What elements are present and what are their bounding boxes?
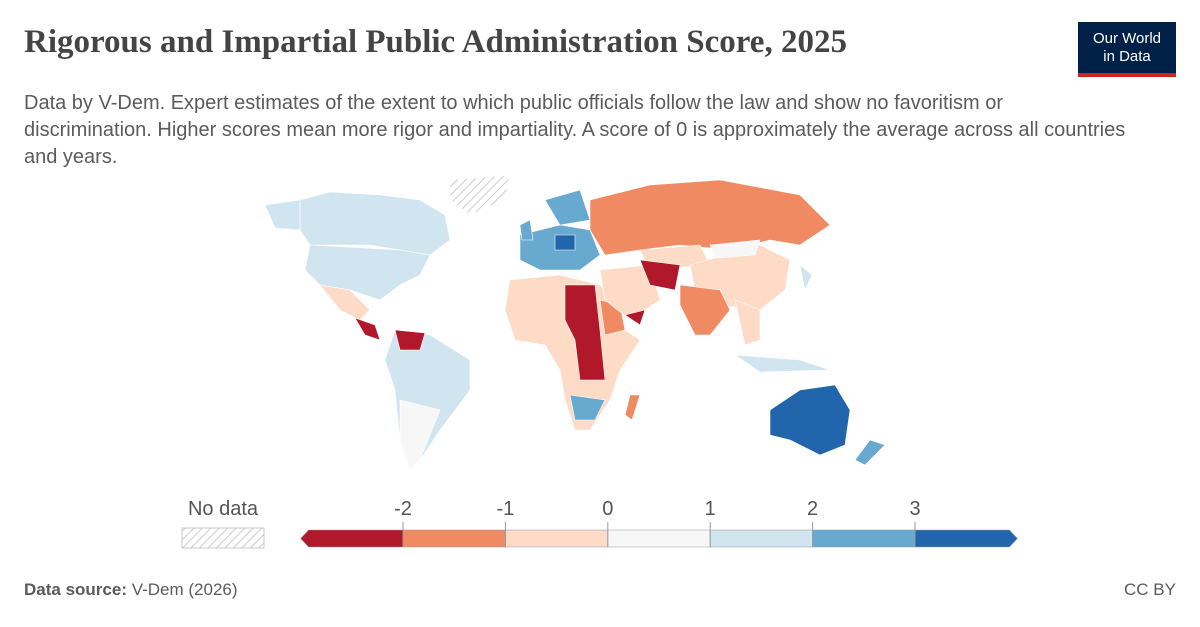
subtitle: Data by V-Dem. Expert estimates of the e… bbox=[24, 92, 1126, 168]
country[interactable] bbox=[564, 284, 606, 381]
country[interactable] bbox=[399, 399, 441, 471]
title: Rigorous and Impartial Public Administra… bbox=[24, 24, 847, 60]
legend-bin bbox=[402, 529, 506, 548]
country[interactable] bbox=[319, 284, 371, 321]
country[interactable] bbox=[264, 199, 301, 231]
legend-bin bbox=[812, 529, 916, 548]
country[interactable] bbox=[554, 234, 576, 251]
country[interactable] bbox=[304, 244, 431, 301]
legend-tick-label: 3 bbox=[909, 498, 920, 520]
country[interactable] bbox=[384, 329, 471, 471]
logo-line: Our World bbox=[1092, 30, 1162, 47]
legend-tick-label: 2 bbox=[807, 498, 818, 520]
logo[interactable]: Our World in Data bbox=[1078, 22, 1176, 77]
legend-bin bbox=[607, 529, 711, 548]
logo-line: in Data bbox=[1103, 48, 1151, 65]
legend-bin bbox=[300, 529, 404, 548]
source-label: Data source: bbox=[24, 580, 127, 599]
country[interactable] bbox=[709, 239, 761, 259]
country[interactable] bbox=[769, 384, 851, 456]
country[interactable] bbox=[854, 439, 886, 466]
country[interactable] bbox=[449, 174, 511, 216]
country[interactable] bbox=[544, 189, 591, 226]
country[interactable] bbox=[624, 309, 646, 326]
country[interactable] bbox=[394, 329, 426, 351]
no-data-swatch bbox=[181, 527, 265, 549]
legend-tick-label: -2 bbox=[394, 498, 412, 520]
country[interactable] bbox=[589, 179, 831, 256]
license[interactable]: CC BY bbox=[1124, 580, 1176, 599]
world-map bbox=[264, 174, 886, 471]
legend-tick-label: 1 bbox=[705, 498, 716, 520]
country[interactable] bbox=[639, 259, 681, 291]
country[interactable] bbox=[299, 191, 451, 256]
country[interactable] bbox=[733, 354, 831, 373]
country[interactable] bbox=[569, 394, 606, 421]
legend-tick-label: -1 bbox=[497, 498, 515, 520]
legend-bin bbox=[914, 529, 1018, 548]
legend-bin bbox=[505, 529, 609, 548]
country[interactable] bbox=[624, 394, 641, 421]
source: V-Dem (2026) bbox=[131, 580, 238, 599]
country[interactable] bbox=[354, 317, 381, 341]
country[interactable] bbox=[799, 264, 813, 291]
legend-tick-label: 0 bbox=[602, 498, 613, 520]
no-data-label: No data bbox=[188, 498, 259, 520]
legend-bin bbox=[709, 529, 813, 548]
footer: Data source: V-Dem (2026) bbox=[24, 580, 238, 600]
country[interactable] bbox=[734, 299, 761, 346]
legend: -2 -1 0 1 2 3 bbox=[300, 498, 1018, 548]
country[interactable] bbox=[519, 219, 534, 241]
country[interactable] bbox=[679, 284, 731, 336]
